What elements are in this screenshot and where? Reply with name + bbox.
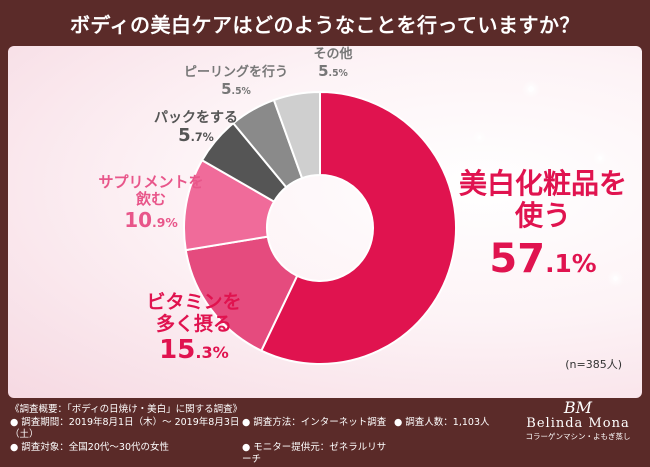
sparkle-decoration — [613, 276, 618, 281]
label-percent: 5.5% — [318, 61, 348, 80]
label-supplement: サプリメントを 飲む 10.9% — [86, 173, 216, 232]
sparkle-decoration — [478, 136, 481, 139]
label-name: 多く摂る — [155, 312, 232, 335]
survey-period: ● 調査期間：2019年8月1日（木）～ 2019年8月3日（土） — [10, 416, 240, 441]
label-whitening-cosmetics: 美白化粧品を 使う 57.1% — [448, 167, 638, 283]
label-pack: パックをする 5.7% — [146, 110, 246, 147]
label-name: 美白化粧品を — [458, 167, 627, 200]
slice-other — [272, 90, 321, 180]
label-vitamin: ビタミンを 多く摂る 15.3% — [124, 291, 264, 366]
label-percent: 5.7% — [178, 125, 214, 147]
label-percent: 5.5% — [221, 79, 251, 98]
survey-provider: ● モニター提供元：ゼネラルリサーチ — [242, 441, 387, 466]
survey-count: ● 調査人数：1,103人 — [394, 416, 490, 428]
label-name: 使う — [514, 199, 571, 233]
label-name: ビタミンを — [146, 291, 242, 313]
label-name: 飲む — [135, 190, 166, 209]
label-name: パックをする — [154, 110, 238, 126]
sparkle-decoration — [598, 156, 602, 160]
label-name: サプリメントを — [98, 173, 204, 191]
brand-logo: BM Belinda Mona コラーゲンマシン・よもぎ蒸し — [518, 400, 638, 446]
label-other: その他 5.5% — [298, 47, 368, 80]
label-name: ピーリングを行う — [183, 65, 288, 80]
label-peeling: ピーリングを行う 5.5% — [176, 65, 296, 98]
survey-method: ● 調査方法：インターネット調査 — [242, 416, 387, 428]
slice-vitamin — [184, 235, 299, 353]
label-percent: 15.3% — [159, 334, 229, 365]
logo-monogram: BM — [563, 398, 593, 417]
title-bar: ボディの美白ケアはどのようなことを行っていますか？ — [0, 0, 650, 46]
sparkle-decoration — [528, 86, 534, 92]
label-percent: 10.9% — [124, 207, 178, 232]
survey-target: ● 調査対象：全国20代～30代の女性 — [10, 441, 169, 453]
label-percent: 57.1% — [489, 236, 597, 283]
sample-size-note: (n=385人) — [565, 358, 622, 371]
logo-subtitle: コラーゲンマシン・よもぎ蒸し — [525, 432, 631, 441]
donut-chart — [183, 90, 457, 365]
slices-group — [183, 90, 457, 365]
survey-footer: 《調査概要：「ボディの日焼け・美白」に関する調査》 ● 調査期間：2019年8月… — [10, 404, 530, 467]
slice-whitening-cosmetics — [259, 90, 457, 365]
survey-overview: 《調査概要：「ボディの日焼け・美白」に関する調査》 — [10, 404, 243, 415]
chart-title: ボディの美白ケアはどのようなことを行っていますか？ — [69, 12, 581, 37]
label-name: その他 — [313, 47, 353, 62]
chart-panel: 美白化粧品を 使う 57.1% ビタミンを 多く摂る 15.3% サプリメントを… — [8, 46, 642, 398]
logo-brand: Belinda Mona — [526, 416, 630, 431]
